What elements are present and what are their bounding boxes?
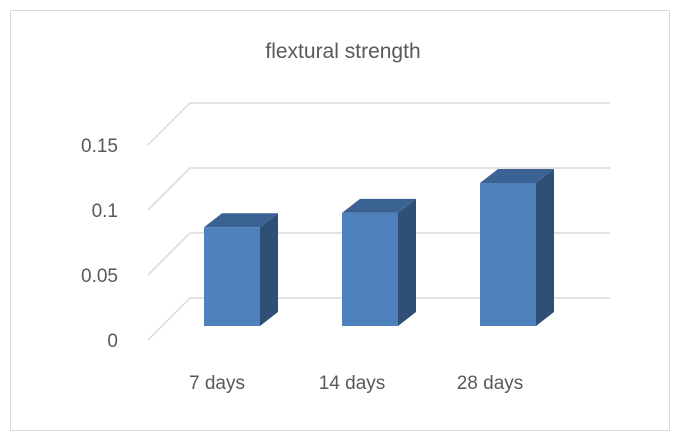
x-tick-label: 14 days xyxy=(319,373,386,394)
bar xyxy=(342,198,416,326)
gridline xyxy=(147,167,610,211)
gridline xyxy=(147,297,610,341)
bar-side xyxy=(398,198,416,326)
bar-top xyxy=(480,169,554,183)
x-tick-label: 7 days xyxy=(189,373,245,394)
gridlines xyxy=(147,102,610,341)
x-tick-label: 28 days xyxy=(457,373,524,394)
bar xyxy=(204,213,278,326)
bar-side xyxy=(260,213,278,326)
y-tick-label: 0 xyxy=(107,331,118,352)
x-axis-tick-labels: 7 days 14 days 28 days xyxy=(189,373,523,394)
gridline xyxy=(147,232,610,276)
bar-front xyxy=(480,183,536,326)
bar-top xyxy=(204,213,278,228)
bar-front xyxy=(204,227,260,326)
y-tick-label: 0.1 xyxy=(92,201,118,222)
bar-top xyxy=(342,198,416,213)
bar-front xyxy=(342,212,398,326)
gridline xyxy=(147,102,610,146)
y-tick-label: 0.15 xyxy=(81,136,118,157)
bar-side xyxy=(536,169,554,326)
chart-border xyxy=(10,10,670,431)
y-tick-label: 0.05 xyxy=(81,266,118,287)
y-axis-tick-labels: 0 0.05 0.1 0.15 xyxy=(81,136,118,352)
bar xyxy=(480,169,554,326)
chart-title: flextural strength xyxy=(265,40,420,63)
bars xyxy=(204,169,554,326)
